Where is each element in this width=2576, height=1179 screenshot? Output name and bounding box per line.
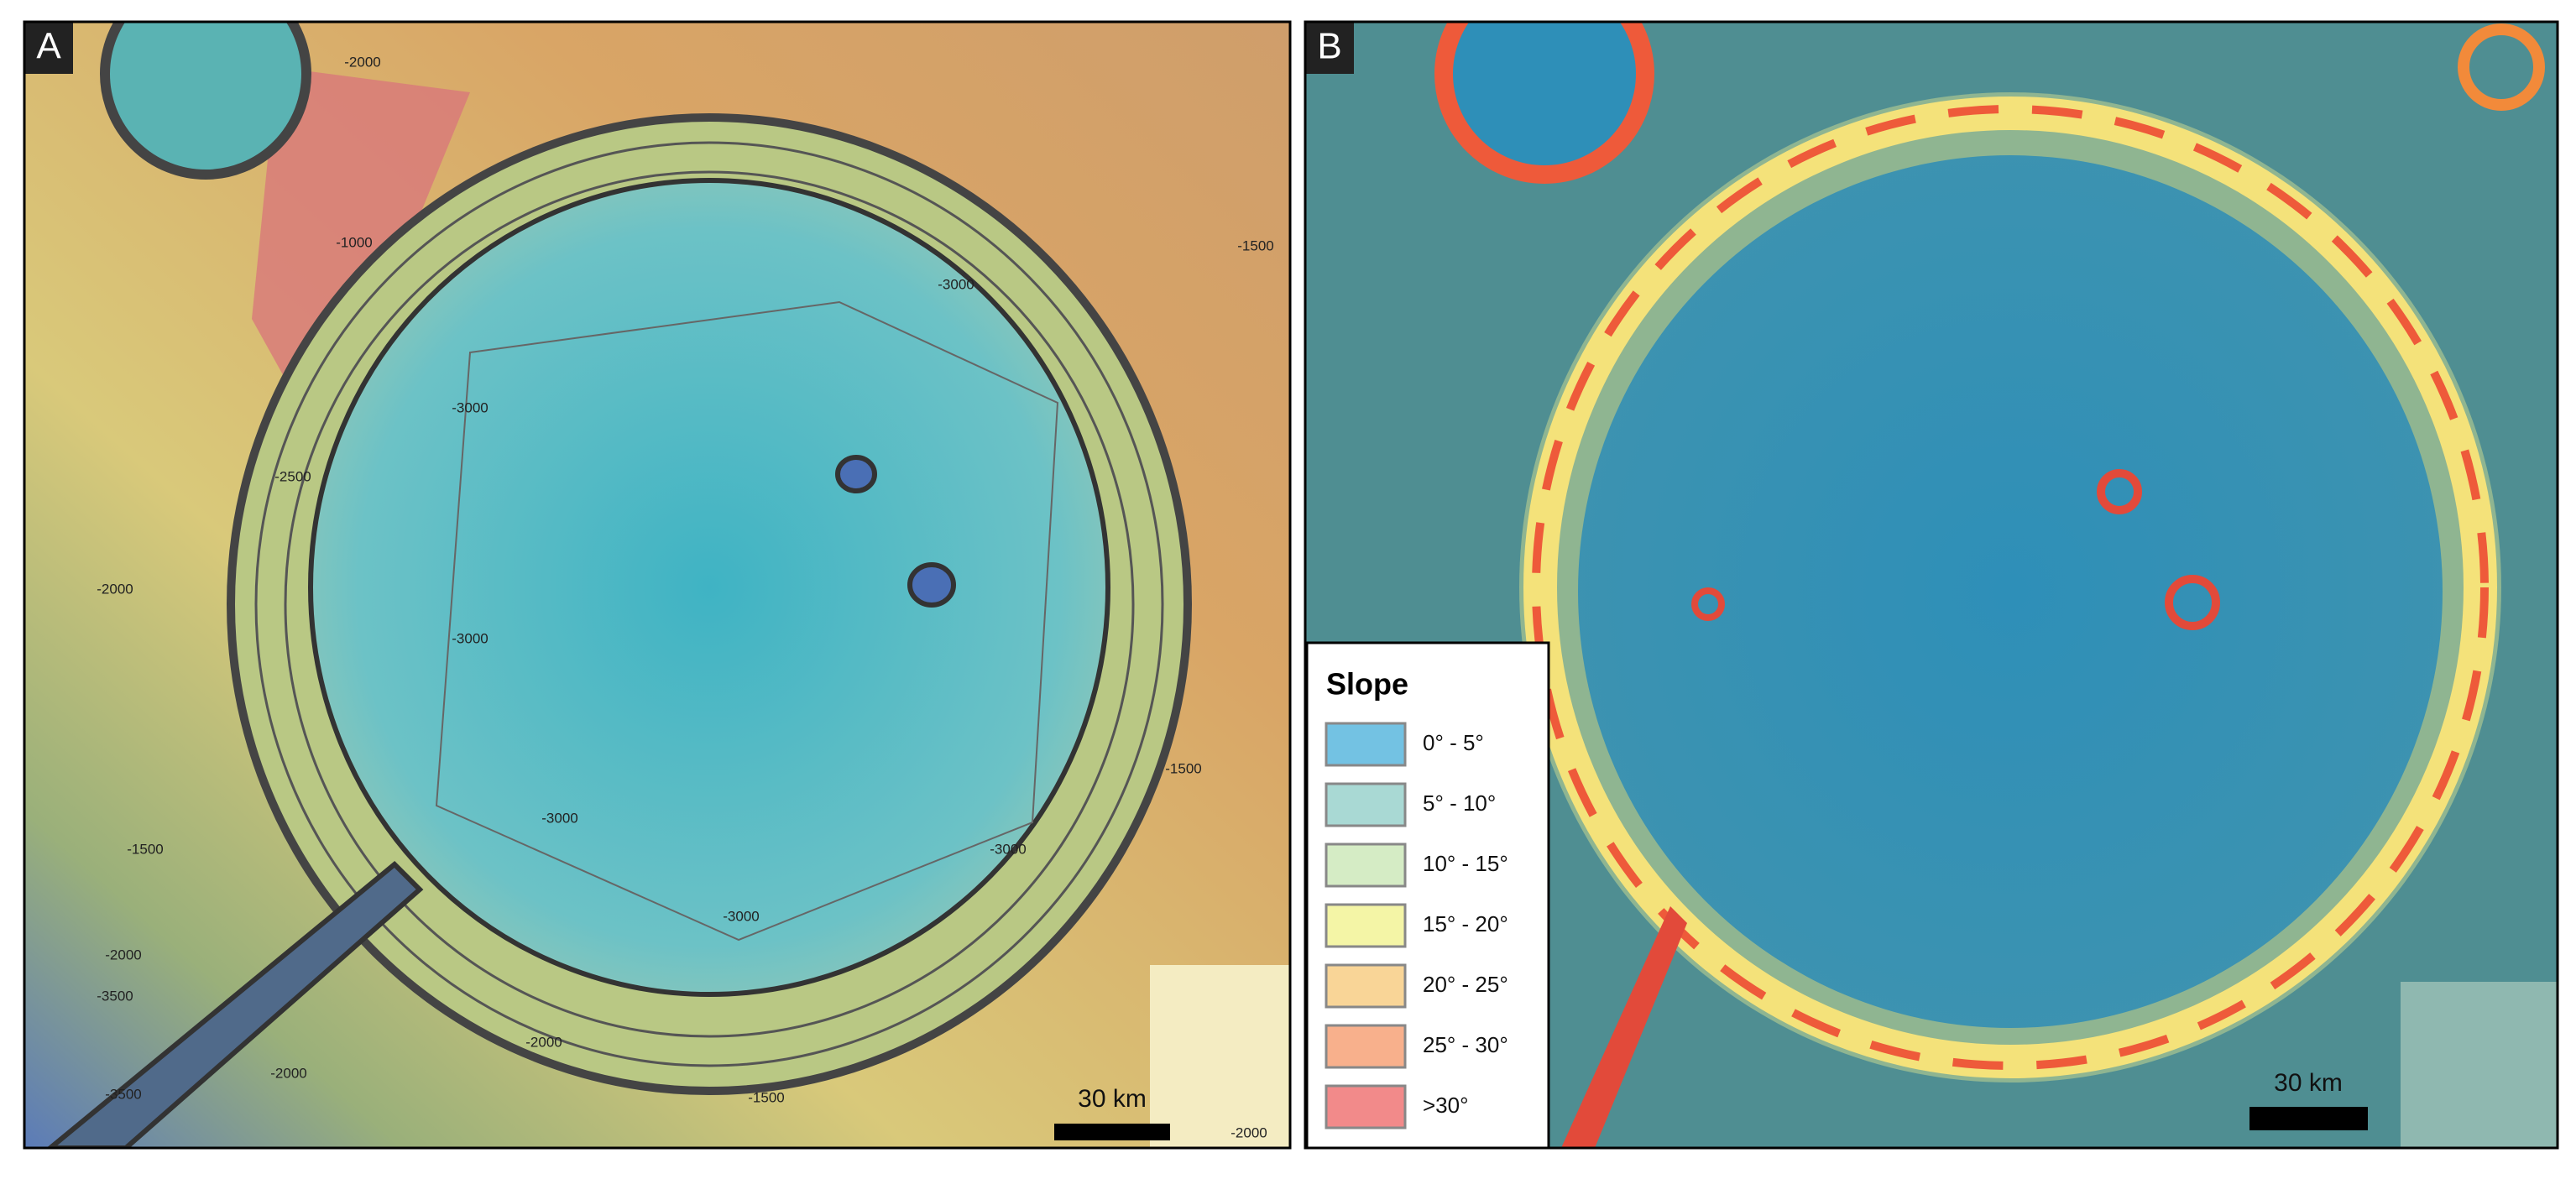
legend-label: 10° - 15° <box>1423 851 1508 876</box>
small-crater <box>2165 575 2220 630</box>
contour-label: -1500 <box>1237 237 1273 253</box>
contour-labels: -2000 -1000 -1500 -3000 -3000 -2500 -2000 -3000… <box>97 54 1273 1140</box>
scale-bar <box>2249 1107 2368 1130</box>
contour-label: -1500 <box>1165 760 1201 776</box>
panel-a-map: A 30 km -2000-1000 -1500-3000-3000-2500-2… <box>24 22 1290 1148</box>
contour-label: -3000 <box>938 276 974 292</box>
contour-label: -3000 <box>541 810 577 826</box>
legend-label: 0° - 5° <box>1423 730 1484 755</box>
steep-ring <box>1532 105 2489 1070</box>
contour-label: -1500 <box>127 841 163 857</box>
small-crater <box>835 455 877 493</box>
scale-label: 30 km <box>2274 1069 2343 1097</box>
legend-swatch <box>1325 1084 1407 1129</box>
crater-floor <box>1578 155 2443 1028</box>
contour-label: -1500 <box>748 1089 784 1105</box>
legend-label: 15° - 20° <box>1423 911 1508 936</box>
small-crater <box>1691 587 1725 621</box>
contour-label: -2000 <box>344 54 380 70</box>
contour <box>284 170 1135 1038</box>
panel-a-frame <box>23 20 1292 1150</box>
crater <box>1434 22 1654 184</box>
legend-swatch <box>1325 1024 1407 1069</box>
contour-label: -3000 <box>452 630 488 646</box>
contour-label: -2000 <box>1231 1124 1267 1140</box>
legend-label: >30° <box>1423 1093 1469 1118</box>
legend-swatch <box>1325 722 1407 767</box>
panel-letter-box <box>24 22 73 74</box>
scale-bar <box>1054 1124 1170 1140</box>
contour <box>435 300 1059 942</box>
contour-label: -2000 <box>525 1034 562 1050</box>
scale-label: 30 km <box>1078 1085 1147 1113</box>
crater-floor <box>308 178 1110 997</box>
contour-label: -3000 <box>452 399 488 415</box>
legend-swatch <box>1325 843 1407 888</box>
contour-label: -2500 <box>274 468 311 484</box>
panel-b-frame <box>1304 20 2559 1150</box>
contour-label: -2000 <box>97 581 133 597</box>
channel <box>46 860 424 1148</box>
contour <box>254 141 1164 1067</box>
legend-swatch <box>1325 782 1407 827</box>
high-terrain <box>252 67 470 394</box>
legend-label: 5° - 10° <box>1423 790 1496 816</box>
channel <box>1561 906 1687 1148</box>
panel-letter: A <box>36 26 61 67</box>
crater <box>2458 23 2545 111</box>
data-gap <box>1150 965 1290 1148</box>
data-gap <box>2401 982 2558 1148</box>
contour-label: -3000 <box>990 841 1026 857</box>
legend-label: 20° - 25° <box>1423 972 1508 997</box>
contour-label: -2000 <box>270 1065 306 1081</box>
legend-title: Slope <box>1326 667 1408 702</box>
contour-label: -3000 <box>723 908 759 924</box>
legend-box <box>1305 641 1550 1150</box>
panel-letter-box <box>1305 22 1354 74</box>
small-crater <box>2097 469 2142 514</box>
small-crater <box>907 562 956 608</box>
legend-swatch <box>1325 903 1407 948</box>
contour-label: -3500 <box>97 988 133 1004</box>
contour-label: -1000 <box>336 234 372 250</box>
crater <box>100 22 311 180</box>
contour-label: -2000 <box>105 947 141 963</box>
legend: Slope 0° - 5° 5° - 10° 10° - 15° 15° - 20° 2… <box>1305 641 1550 1150</box>
panel-b-map: B 30 km <box>1305 22 2558 1148</box>
panel-letter: B <box>1317 26 1341 67</box>
legend-swatch <box>1325 963 1407 1009</box>
contour-label: -3500 <box>105 1086 141 1102</box>
legend-label: 25° - 30° <box>1423 1032 1508 1057</box>
